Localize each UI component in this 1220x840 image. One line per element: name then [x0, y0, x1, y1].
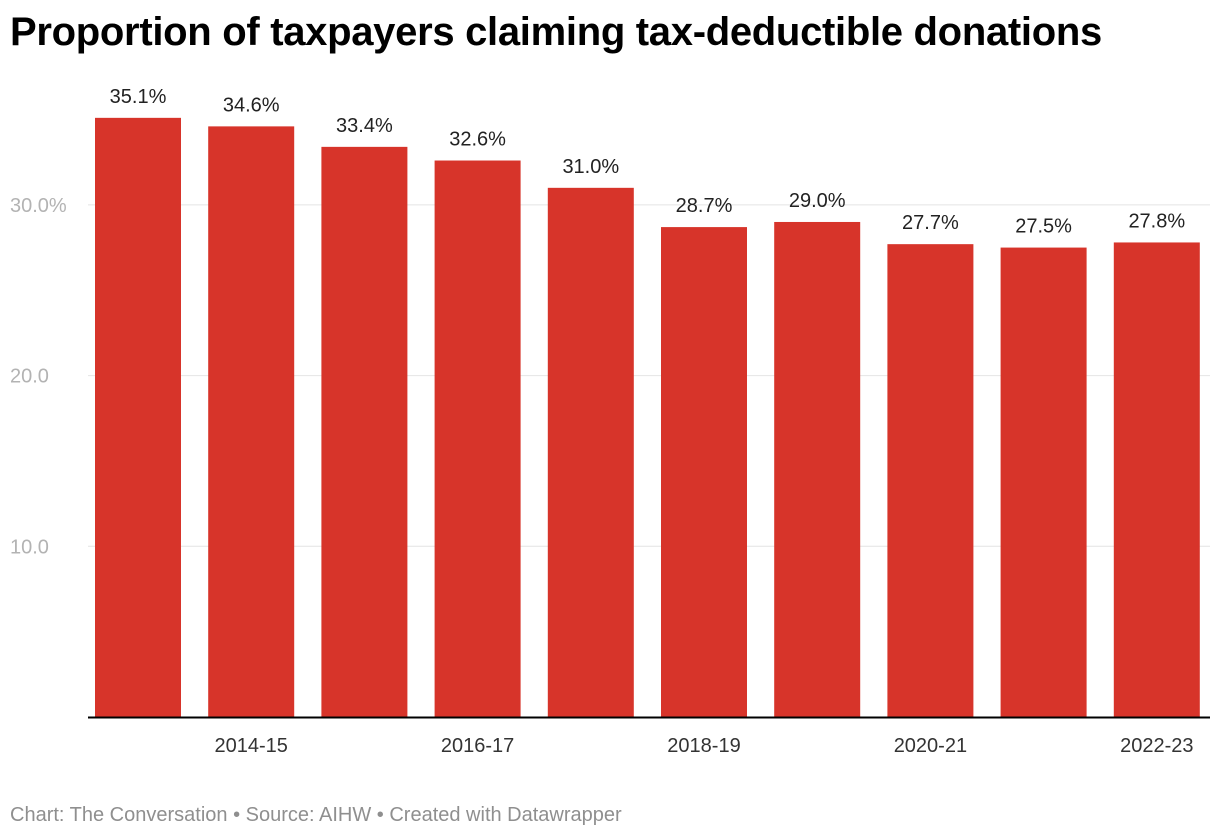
- x-tick-labels: 2014-15 2016-17 2018-19 2020-21 2022-23: [214, 735, 1193, 757]
- value-label: 31.0%: [562, 156, 619, 178]
- value-label: 32.6%: [449, 129, 506, 151]
- bar-2018-19: [661, 227, 747, 717]
- chart-title: Proportion of taxpayers claiming tax-ded…: [10, 10, 1102, 54]
- bar-2015-16: [321, 146, 408, 717]
- x-tick-label: 2016-17: [441, 735, 514, 757]
- y-tick-label: 30.0%: [10, 195, 67, 217]
- value-labels: 35.1% 34.6% 33.4% 32.6% 31.0% 28.7% 29.0% 27.7%…: [110, 86, 1186, 238]
- bar-2013-14: [95, 117, 181, 717]
- bar-2019-20: [774, 221, 861, 717]
- source-footer: Chart: The Conversation • Source: AIHW •…: [10, 804, 622, 826]
- value-label: 27.5%: [1015, 216, 1072, 238]
- y-tick-labels: 10.0 20.0 30.0%: [10, 195, 67, 558]
- bar-2014-15: [208, 126, 295, 718]
- value-label: 28.7%: [676, 195, 733, 217]
- value-label: 34.6%: [223, 94, 280, 116]
- x-tick-label: 2018-19: [667, 735, 740, 757]
- bar-2021-22: [1000, 247, 1087, 717]
- value-label: 33.4%: [336, 115, 393, 137]
- bar-2016-17: [434, 160, 521, 717]
- y-tick-label: 20.0: [10, 366, 49, 388]
- bar-2020-21: [887, 244, 974, 717]
- x-tick-label: 2020-21: [894, 735, 967, 757]
- bar-2022-23: [1113, 242, 1200, 718]
- value-label: 35.1%: [110, 86, 167, 108]
- value-label: 29.0%: [789, 190, 846, 212]
- value-label: 27.7%: [902, 212, 959, 234]
- bars: [95, 117, 1200, 718]
- bar-2017-18: [547, 187, 634, 717]
- x-tick-label: 2014-15: [214, 735, 287, 757]
- value-label: 27.8%: [1128, 210, 1185, 232]
- y-tick-label: 10.0: [10, 536, 49, 558]
- x-tick-label: 2022-23: [1120, 735, 1193, 757]
